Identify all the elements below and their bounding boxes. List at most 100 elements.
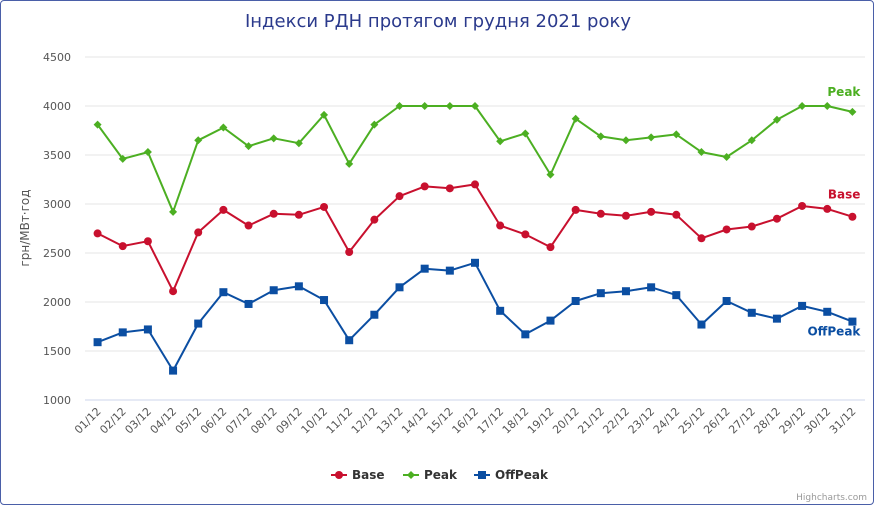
data-point[interactable] <box>194 319 203 328</box>
data-point[interactable] <box>294 282 303 291</box>
data-point[interactable] <box>571 297 580 306</box>
data-point[interactable] <box>772 314 781 323</box>
data-point[interactable] <box>722 152 731 161</box>
data-point[interactable] <box>169 366 178 375</box>
data-point[interactable] <box>420 264 429 273</box>
data-point[interactable] <box>546 316 555 325</box>
data-point[interactable] <box>320 110 329 119</box>
data-point[interactable] <box>294 139 303 148</box>
data-point[interactable] <box>471 180 479 189</box>
data-point[interactable] <box>244 299 253 308</box>
y-axis: 1000 1500 2000 2500 3000 3500 4000 4500 <box>43 51 71 407</box>
data-point[interactable] <box>118 242 127 251</box>
data-point[interactable] <box>647 283 656 292</box>
data-point[interactable] <box>370 310 379 319</box>
data-point[interactable] <box>118 328 127 337</box>
data-point[interactable] <box>370 215 379 224</box>
credits[interactable]: Highcharts.com <box>796 493 867 503</box>
data-point[interactable] <box>320 202 329 211</box>
data-point[interactable] <box>370 120 379 129</box>
data-point[interactable] <box>672 291 681 300</box>
legend-item-offpeak[interactable]: OffPeak <box>474 468 549 482</box>
data-point[interactable] <box>848 317 857 326</box>
data-point[interactable] <box>269 286 278 295</box>
data-point[interactable] <box>798 201 807 210</box>
data-point[interactable] <box>244 221 253 230</box>
data-point[interactable] <box>143 237 152 246</box>
data-point[interactable] <box>395 192 404 201</box>
data-point[interactable] <box>194 136 203 145</box>
data-point[interactable] <box>345 336 354 345</box>
data-point[interactable] <box>722 225 731 234</box>
data-point[interactable] <box>798 102 807 110</box>
data-point[interactable] <box>521 129 530 138</box>
data-point[interactable] <box>596 209 605 218</box>
data-point[interactable] <box>747 308 756 317</box>
data-point[interactable] <box>269 209 278 218</box>
data-point[interactable] <box>647 133 656 142</box>
data-point[interactable] <box>697 148 706 157</box>
data-point[interactable] <box>143 148 152 157</box>
data-point[interactable] <box>143 325 152 334</box>
data-point[interactable] <box>445 102 454 110</box>
data-point[interactable] <box>169 207 178 216</box>
data-point[interactable] <box>194 228 203 237</box>
data-point[interactable] <box>320 296 329 305</box>
data-point[interactable] <box>571 114 580 123</box>
data-point[interactable] <box>772 115 781 124</box>
data-point[interactable] <box>848 107 857 116</box>
data-point[interactable] <box>244 142 253 151</box>
data-point[interactable] <box>823 307 832 316</box>
data-point[interactable] <box>219 205 228 214</box>
data-point[interactable] <box>596 289 605 298</box>
data-point[interactable] <box>697 320 706 329</box>
data-point[interactable] <box>521 230 530 239</box>
data-point[interactable] <box>848 212 857 221</box>
data-point[interactable] <box>93 120 102 129</box>
data-point[interactable] <box>722 297 731 306</box>
data-point[interactable] <box>672 130 681 139</box>
data-point[interactable] <box>521 330 530 339</box>
data-point[interactable] <box>596 132 605 141</box>
legend-marker <box>478 471 486 479</box>
data-point[interactable] <box>496 306 505 315</box>
data-point[interactable] <box>621 136 630 145</box>
data-point[interactable] <box>546 170 555 179</box>
data-point[interactable] <box>747 222 756 231</box>
data-point[interactable] <box>621 287 630 296</box>
data-point[interactable] <box>798 301 807 310</box>
data-point[interactable] <box>93 229 102 238</box>
data-point[interactable] <box>672 210 681 219</box>
data-point[interactable] <box>169 287 178 296</box>
data-point[interactable] <box>546 243 555 252</box>
data-point[interactable] <box>420 102 429 110</box>
data-point[interactable] <box>395 102 404 110</box>
data-point[interactable] <box>445 184 454 193</box>
data-point[interactable] <box>823 204 832 213</box>
data-point[interactable] <box>269 134 278 143</box>
data-point[interactable] <box>345 248 354 257</box>
data-point[interactable] <box>823 102 832 110</box>
data-point[interactable] <box>420 182 429 191</box>
data-point[interactable] <box>93 338 102 347</box>
data-point[interactable] <box>747 136 756 145</box>
data-point[interactable] <box>345 159 354 168</box>
data-point[interactable] <box>395 283 404 292</box>
data-point[interactable] <box>697 234 706 243</box>
legend-item-base[interactable]: Base <box>331 468 385 482</box>
data-point[interactable] <box>445 266 454 275</box>
data-point[interactable] <box>118 154 127 163</box>
legend-item-peak[interactable]: Peak <box>403 468 458 482</box>
data-point[interactable] <box>496 221 505 230</box>
data-point[interactable] <box>219 288 228 297</box>
data-point[interactable] <box>219 123 228 132</box>
data-point[interactable] <box>496 137 505 146</box>
data-point[interactable] <box>294 210 303 219</box>
data-point[interactable] <box>571 205 580 214</box>
data-point[interactable] <box>471 102 479 110</box>
data-point[interactable] <box>647 207 656 216</box>
data-point[interactable] <box>471 258 479 267</box>
data-point[interactable] <box>772 214 781 223</box>
y-tick-label: 3500 <box>43 149 71 162</box>
data-point[interactable] <box>621 211 630 220</box>
